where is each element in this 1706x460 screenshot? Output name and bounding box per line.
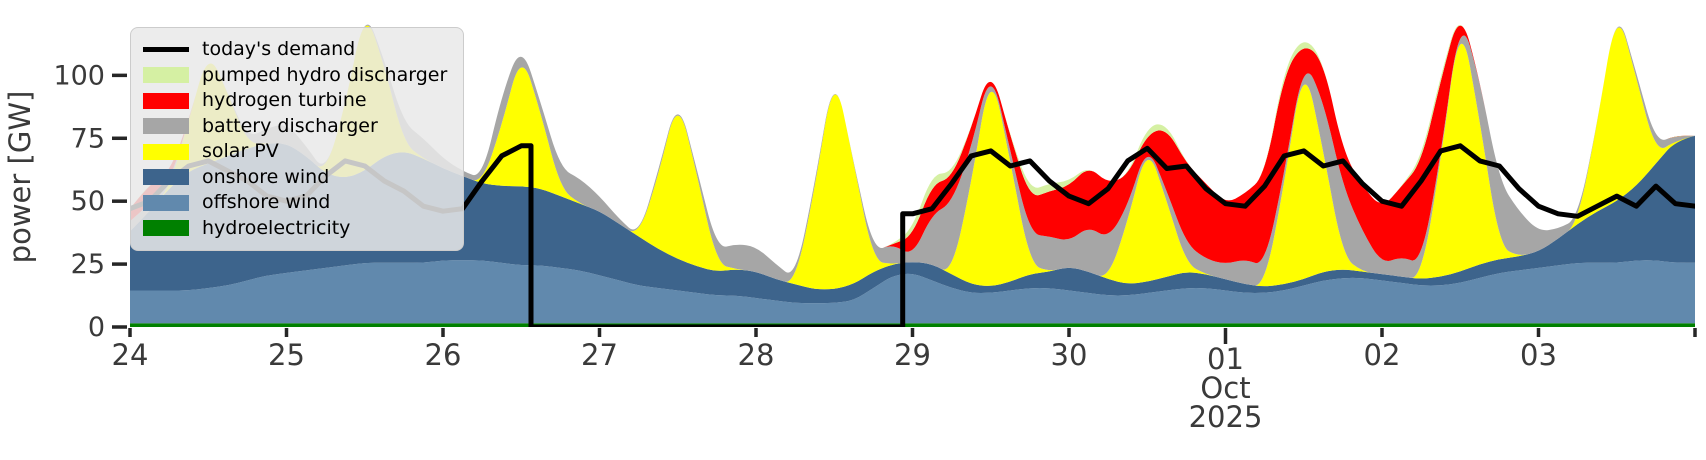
legend-item-label: today's demand <box>202 38 356 61</box>
legend-item-offshore-wind: offshore wind <box>143 190 447 216</box>
x-tick-label: 29 <box>894 338 931 372</box>
legend-item-solar-pv: solar PV <box>143 139 447 165</box>
y-axis-label: power [GW] <box>3 91 37 264</box>
x-axis-year-label: 2025 <box>1189 400 1263 434</box>
offshore-wind-swatch <box>143 194 189 211</box>
x-tick-label: 24 <box>112 338 149 372</box>
chart-legend: today's demand pumped hydro discharger h… <box>130 27 465 251</box>
legend-item-label: battery discharger <box>202 114 378 137</box>
hydrogen-turbine-swatch <box>143 92 189 109</box>
x-tick-label: 25 <box>268 338 305 372</box>
onshore-wind-swatch <box>143 169 189 186</box>
x-tick-label: 28 <box>738 338 775 372</box>
demand-line-swatch <box>143 47 189 53</box>
legend-item-hydrogen-turbine: hydrogen turbine <box>143 88 447 114</box>
x-tick-label: 26 <box>425 338 462 372</box>
legend-item-label: offshore wind <box>202 191 331 214</box>
y-tick-label: 25 <box>71 249 105 280</box>
area-solar-PV <box>130 25 1695 290</box>
hydroelectricity-swatch <box>143 220 189 237</box>
area-hydroelectricity <box>130 323 1695 327</box>
solar-pv-swatch <box>143 143 189 160</box>
x-tick-label: 01 <box>1207 342 1244 376</box>
x-tick-label: 27 <box>581 338 618 372</box>
y-tick-label: 100 <box>53 60 105 91</box>
legend-item-pumped-hydro-discharger: pumped hydro discharger <box>143 63 447 89</box>
pumped-hydro-swatch <box>143 67 189 84</box>
legend-item-label: onshore wind <box>202 165 330 188</box>
legend-item-todays-demand: today's demand <box>143 37 447 63</box>
y-tick-label: 50 <box>71 186 105 217</box>
x-tick-label: 30 <box>1051 338 1088 372</box>
legend-item-label: pumped hydro discharger <box>202 63 448 86</box>
legend-item-label: solar PV <box>202 140 279 163</box>
x-tick-label: 03 <box>1520 338 1557 372</box>
area-onshore-wind <box>130 135 1695 304</box>
y-tick-label: 0 <box>88 312 105 343</box>
x-tick-label: 02 <box>1364 338 1401 372</box>
area-offshore-wind <box>130 260 1695 324</box>
legend-item-label: hydrogen turbine <box>202 89 367 112</box>
x-axis-month-label: Oct <box>1200 371 1250 405</box>
legend-item-battery-discharger: battery discharger <box>143 114 447 140</box>
legend-item-onshore-wind: onshore wind <box>143 165 447 191</box>
legend-item-label: hydroelectricity <box>202 216 351 239</box>
battery-discharger-swatch <box>143 118 189 135</box>
y-tick-label: 75 <box>71 123 105 154</box>
legend-item-hydroelectricity: hydroelectricity <box>143 216 447 242</box>
